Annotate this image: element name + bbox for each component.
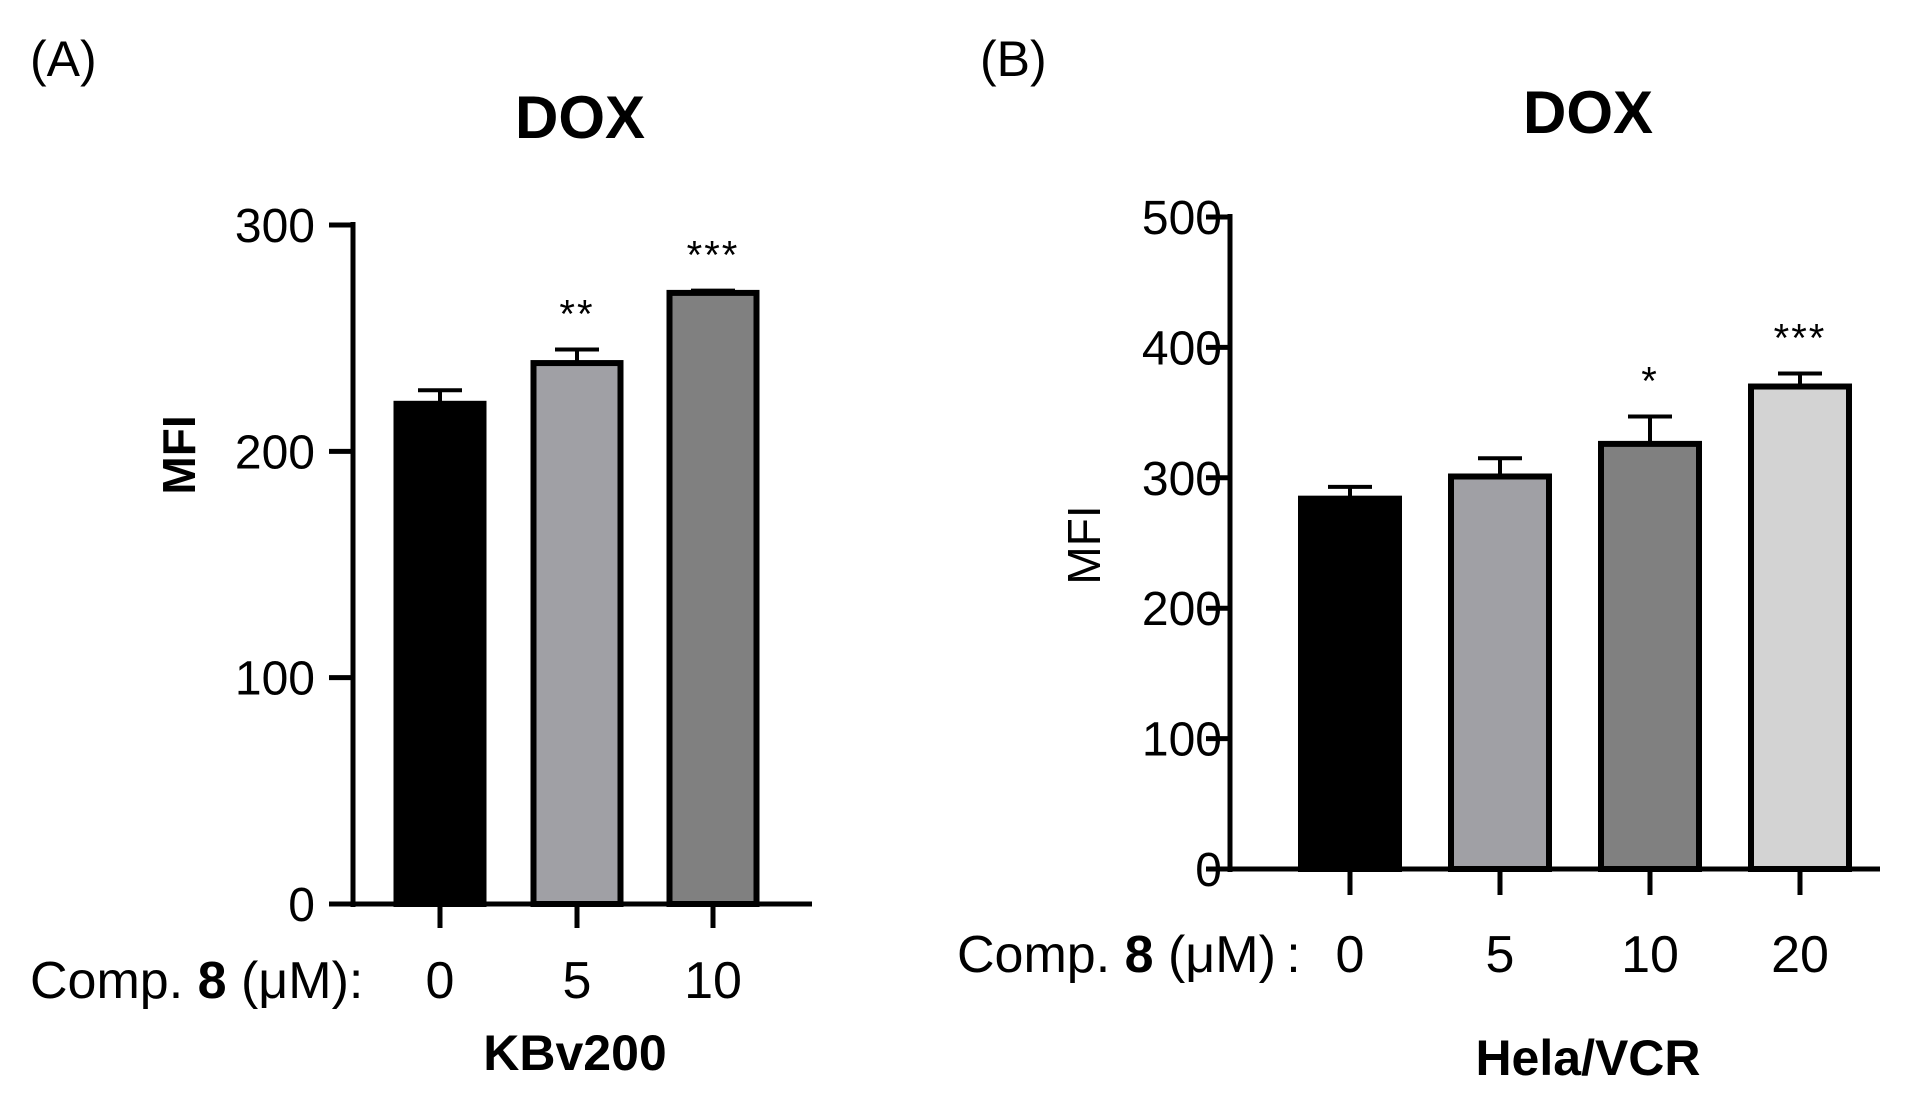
panel-b: (B) DOX MFI Comp. 8 (μM) : Hela/VCR 0100…	[957, 31, 1880, 1086]
chart1-significance-label: **	[559, 292, 594, 336]
panel-b-plot: 0 100 200 300 400 500 0 5 10 * 20 ***	[1142, 192, 1880, 984]
panel-b-x-prefix-before: Comp.	[957, 926, 1125, 984]
chart2-x-tick-label: 0	[1336, 926, 1365, 984]
panel-b-ylabel: MFI	[1058, 505, 1110, 584]
chart2-y-tick-label: 300	[1142, 453, 1222, 506]
panel-a-x-prefix-after: (μM):	[227, 952, 364, 1010]
chart2-y-tick-label: 100	[1142, 714, 1222, 767]
panel-b-x-prefix-after: (μM) :	[1154, 926, 1301, 984]
panel-b-x-prefix: Comp. 8 (μM) :	[957, 926, 1301, 984]
panel-a-title: DOX	[515, 84, 645, 151]
panel-a-x-prefix-compound: 8	[198, 952, 227, 1010]
chart1-x-tick-label: 5	[563, 952, 592, 1010]
chart1-x-tick-label: 0	[426, 952, 455, 1010]
chart2-x-tick-label: 5	[1486, 926, 1515, 984]
chart1-y-tick-label: 100	[235, 653, 315, 706]
chart2-bar	[1448, 473, 1552, 872]
panel-a-x-prefix-before: Comp.	[30, 952, 198, 1010]
panel-b-cell-line: Hela/VCR	[1475, 1030, 1700, 1086]
chart1-y-tick-label: 300	[235, 200, 315, 253]
panel-a-plot: 0 100 200 300 0 5 ** 10 ***	[235, 200, 812, 1010]
chart1-bar	[530, 360, 624, 907]
chart1-y-tick-label: 200	[235, 426, 315, 479]
panel-a-ylabel: MFI	[153, 415, 205, 494]
chart2-y-tick-label: 500	[1142, 192, 1222, 245]
chart1-bar	[666, 289, 760, 907]
panel-a: (A) DOX MFI Comp. 8 (μM): KBv200 0100200…	[30, 31, 812, 1081]
chart2-y-tick-label: 0	[1195, 844, 1222, 897]
panel-a-label: (A)	[30, 31, 97, 87]
panel-b-x-prefix-compound: 8	[1125, 926, 1154, 984]
chart2-significance-label: ***	[1774, 316, 1827, 360]
chart1-x-tick-label: 10	[684, 952, 742, 1010]
panel-b-label: (B)	[980, 31, 1047, 87]
panel-b-title: DOX	[1523, 79, 1653, 146]
chart2-bar	[1598, 440, 1702, 872]
panel-a-x-prefix: Comp. 8 (μM):	[30, 952, 363, 1010]
chart2-y-tick-label: 200	[1142, 583, 1222, 636]
chart2-bar	[1298, 495, 1402, 872]
chart2-x-tick-label: 10	[1621, 926, 1679, 984]
chart2-x-tick-label: 20	[1771, 926, 1829, 984]
chart1-bar	[393, 400, 487, 907]
chart2-y-tick-label: 400	[1142, 322, 1222, 375]
panel-a-cell-line: KBv200	[483, 1025, 666, 1081]
chart2-significance-label: *	[1641, 360, 1659, 404]
chart1-y-tick-label: 0	[288, 879, 315, 932]
chart2-bar	[1748, 383, 1852, 872]
chart1-significance-label: ***	[687, 234, 740, 278]
